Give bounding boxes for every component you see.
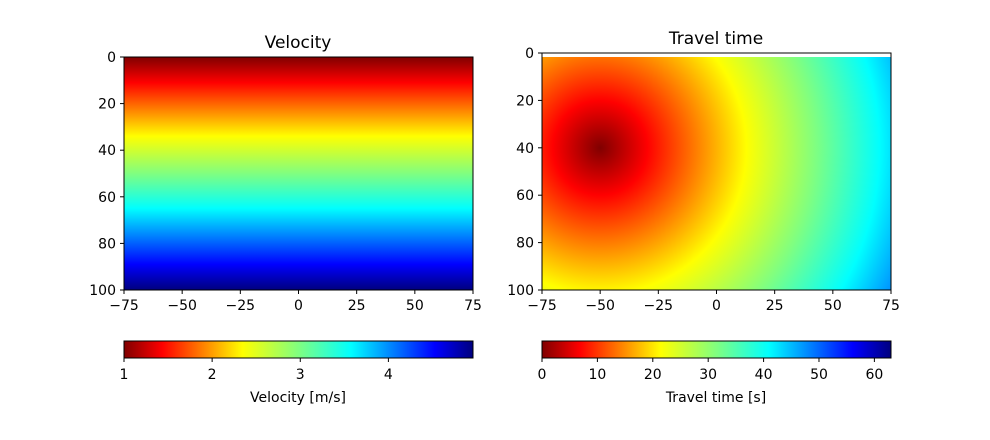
velocity-colorbar-tick-label: 1 bbox=[120, 367, 129, 383]
velocity-y-tick-label: 20 bbox=[98, 97, 116, 113]
velocity-x-ticks: −75 −50 −25 0 25 50 75 bbox=[109, 290, 482, 314]
velocity-y-ticks: 0 20 40 60 80 100 bbox=[89, 50, 124, 299]
traveltime-y-tick-label: 80 bbox=[516, 236, 534, 252]
traveltime-x-tick-label: −50 bbox=[585, 298, 615, 314]
traveltime-colorbar-label: Travel time [s] bbox=[665, 390, 766, 406]
traveltime-colorbar: 0 10 20 30 40 50 60 Travel time [s] bbox=[538, 340, 892, 406]
velocity-x-tick-label: −25 bbox=[226, 298, 256, 314]
traveltime-x-tick-label: 50 bbox=[824, 298, 842, 314]
traveltime-y-tick-label: 60 bbox=[516, 188, 534, 204]
traveltime-colorbar-tick-label: 10 bbox=[588, 367, 606, 383]
velocity-y-tick-label: 80 bbox=[98, 236, 116, 252]
velocity-y-tick-label: 100 bbox=[89, 283, 116, 299]
velocity-colorbar-label: Velocity [m/s] bbox=[250, 390, 346, 406]
traveltime-x-tick-label: −25 bbox=[644, 298, 674, 314]
velocity-y-tick-label: 0 bbox=[107, 50, 116, 66]
velocity-colorbar-tick-label: 4 bbox=[384, 367, 393, 383]
velocity-colorbar: 1 2 3 4 Velocity [m/s] bbox=[120, 340, 474, 406]
velocity-x-tick-label: −50 bbox=[167, 298, 197, 314]
traveltime-panel: Travel time −75 −50 −25 0 25 50 75 0 20 40 60 80 10… bbox=[507, 29, 900, 314]
traveltime-heatmap bbox=[542, 57, 891, 290]
traveltime-y-tick-label: 100 bbox=[507, 283, 534, 299]
traveltime-x-ticks: −75 −50 −25 0 25 50 75 bbox=[527, 290, 900, 314]
traveltime-y-ticks: 0 20 40 60 80 100 bbox=[507, 46, 542, 299]
traveltime-colorbar-tick-label: 40 bbox=[755, 367, 773, 383]
velocity-title: Velocity bbox=[265, 33, 332, 53]
velocity-x-tick-label: 0 bbox=[294, 298, 303, 314]
velocity-colorbar-gradient bbox=[123, 340, 474, 359]
velocity-colorbar-ticks: 1 2 3 4 bbox=[120, 358, 393, 383]
traveltime-y-tick-label: 20 bbox=[516, 93, 534, 109]
traveltime-y-tick-label: 0 bbox=[525, 46, 534, 62]
traveltime-colorbar-gradient bbox=[541, 340, 892, 359]
traveltime-colorbar-tick-label: 30 bbox=[699, 367, 717, 383]
traveltime-x-tick-label: 75 bbox=[882, 298, 900, 314]
traveltime-title: Travel time bbox=[668, 29, 763, 49]
velocity-y-tick-label: 40 bbox=[98, 143, 116, 159]
velocity-x-tick-label: −75 bbox=[109, 298, 139, 314]
velocity-heatmap bbox=[124, 57, 473, 290]
velocity-y-tick-label: 60 bbox=[98, 190, 116, 206]
traveltime-colorbar-tick-label: 20 bbox=[644, 367, 662, 383]
velocity-x-tick-label: 50 bbox=[406, 298, 424, 314]
traveltime-colorbar-ticks: 0 10 20 30 40 50 60 bbox=[538, 358, 883, 383]
traveltime-x-tick-label: 25 bbox=[766, 298, 784, 314]
traveltime-colorbar-tick-label: 50 bbox=[810, 367, 828, 383]
velocity-x-tick-label: 25 bbox=[348, 298, 366, 314]
velocity-colorbar-tick-label: 3 bbox=[296, 367, 305, 383]
velocity-colorbar-tick-label: 2 bbox=[208, 367, 217, 383]
velocity-panel: Velocity −75 −50 −25 0 25 50 75 0 20 40 60 80 100 bbox=[89, 33, 482, 314]
traveltime-colorbar-tick-label: 0 bbox=[538, 367, 547, 383]
traveltime-x-tick-label: 0 bbox=[712, 298, 721, 314]
velocity-x-tick-label: 75 bbox=[464, 298, 482, 314]
traveltime-x-tick-label: −75 bbox=[527, 298, 557, 314]
traveltime-colorbar-tick-label: 60 bbox=[865, 367, 883, 383]
traveltime-y-tick-label: 40 bbox=[516, 141, 534, 157]
